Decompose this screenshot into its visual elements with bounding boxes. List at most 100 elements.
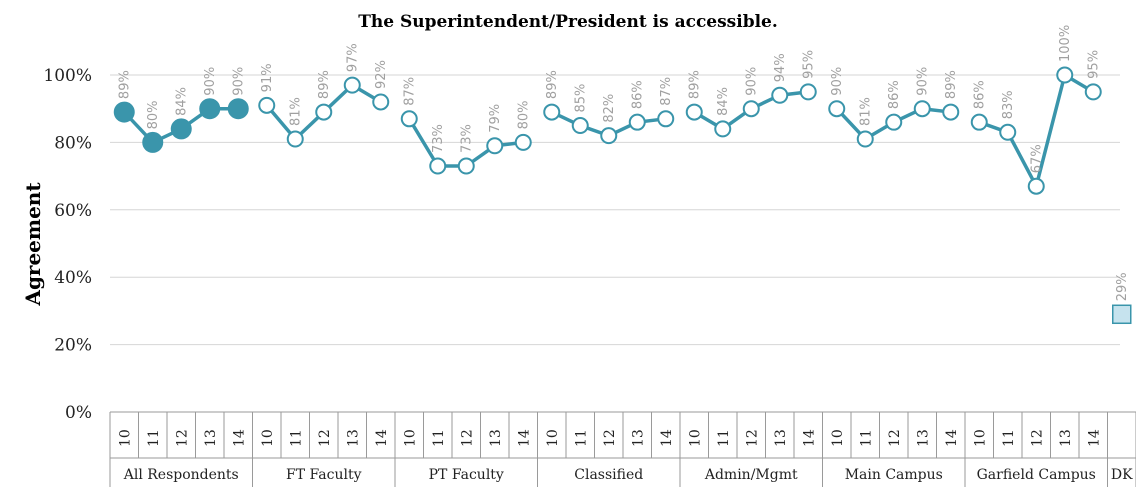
x-tick-label: 11	[716, 429, 732, 447]
data-label: 73%	[431, 124, 446, 153]
data-point	[685, 103, 703, 121]
data-point	[799, 83, 817, 101]
x-tick-label: 12	[459, 429, 475, 447]
data-label: 73%	[459, 124, 474, 153]
data-label: 67%	[1029, 144, 1044, 173]
data-label: 94%	[773, 53, 788, 82]
data-point	[514, 133, 532, 151]
x-tick-label: 13	[773, 429, 789, 447]
data-label: 81%	[288, 97, 303, 126]
data-point	[856, 130, 874, 148]
x-tick-label: 10	[830, 429, 846, 447]
data-point	[913, 100, 931, 118]
data-point	[113, 101, 135, 123]
data-point	[571, 117, 589, 135]
y-tick-label: 0%	[65, 403, 92, 423]
x-tick-label: 10	[687, 429, 703, 447]
x-tick-label: 10	[117, 429, 133, 447]
data-point	[1084, 83, 1102, 101]
data-label: 89%	[117, 70, 132, 99]
data-point	[1112, 304, 1132, 325]
x-axis: 10 11 12 13 14 All Respondents 10 11 12 13 14 FT Fa…	[109, 411, 1136, 487]
data-point	[714, 120, 732, 138]
y-tick-label: 40%	[54, 268, 92, 288]
x-tick-label: 14	[944, 429, 960, 447]
data-point	[942, 103, 960, 121]
x-tick-label: 13	[203, 429, 219, 447]
x-tick-label: 14	[1086, 429, 1102, 447]
group-label: Admin/Mgmt	[704, 467, 798, 483]
data-label: 86%	[972, 80, 987, 109]
data-label: 92%	[374, 60, 389, 89]
x-tick-label: 11	[1001, 429, 1017, 447]
data-label: 84%	[716, 87, 731, 116]
data-label: 29%	[1115, 272, 1130, 301]
x-tick-label: 13	[488, 429, 504, 447]
data-label: 83%	[1001, 90, 1016, 119]
data-point	[771, 86, 789, 104]
data-label: 84%	[174, 87, 189, 116]
data-label: 89%	[944, 70, 959, 99]
group-label: Main Campus	[845, 467, 943, 483]
data-label: 87%	[659, 77, 674, 106]
data-point	[286, 130, 304, 148]
data-point	[457, 157, 475, 175]
data-label: 89%	[545, 70, 560, 99]
data-point	[885, 113, 903, 131]
x-tick-label: 12	[174, 429, 190, 447]
chart-title: The Superintendent/President is accessib…	[358, 12, 778, 32]
data-point	[600, 127, 618, 145]
y-tick-label: 20%	[54, 336, 92, 356]
x-tick-label: 11	[431, 429, 447, 447]
data-point	[429, 157, 447, 175]
x-tick-label: 12	[744, 429, 760, 447]
data-point	[742, 100, 760, 118]
data-label: 95%	[1086, 50, 1101, 79]
data-point	[258, 96, 276, 114]
x-tick-label: 14	[231, 429, 247, 447]
data-label: 87%	[402, 77, 417, 106]
y-axis-label: Agreement	[21, 182, 45, 307]
x-tick-label: 12	[887, 429, 903, 447]
y-tick-label: 80%	[54, 133, 92, 153]
x-tick-label: 11	[146, 429, 162, 447]
data-label: 86%	[887, 80, 902, 109]
data-label: 85%	[573, 84, 588, 113]
x-tick-label: 14	[516, 429, 532, 447]
data-point	[543, 103, 561, 121]
data-point	[372, 93, 390, 111]
data-label: 89%	[687, 70, 702, 99]
data-point	[343, 76, 361, 94]
data-point	[999, 123, 1017, 141]
data-point	[828, 100, 846, 118]
data-label: 89%	[317, 70, 332, 99]
x-tick-label: 13	[630, 429, 646, 447]
x-tick-label: 10	[402, 429, 418, 447]
x-tick-label: 14	[659, 429, 675, 447]
data-point	[1056, 66, 1074, 84]
group-label: Classified	[574, 467, 643, 483]
x-tick-label: 14	[801, 429, 817, 447]
data-point	[227, 98, 249, 120]
x-tick-label: 11	[288, 429, 304, 447]
x-tick-label: 14	[374, 429, 390, 447]
group-label: FT Faculty	[286, 467, 362, 483]
data-label: 91%	[260, 63, 275, 92]
x-tick-label: 13	[345, 429, 361, 447]
data-point	[315, 103, 333, 121]
data-label: 80%	[516, 100, 531, 129]
data-point	[199, 98, 221, 120]
y-axis-ticks: 0% 20% 40% 60% 80% 100%	[43, 66, 92, 423]
group-label: All Respondents	[123, 467, 239, 483]
data-label: 90%	[231, 67, 246, 96]
data-label: 100%	[1058, 25, 1073, 62]
data-label: 82%	[602, 94, 617, 123]
data-label: 81%	[858, 97, 873, 126]
data-point	[628, 113, 646, 131]
group-label: Garfield Campus	[977, 467, 1096, 483]
data-point	[486, 137, 504, 155]
data-label: 90%	[915, 67, 930, 96]
x-tick-label: 12	[317, 429, 333, 447]
group-label: PT Faculty	[429, 467, 504, 483]
